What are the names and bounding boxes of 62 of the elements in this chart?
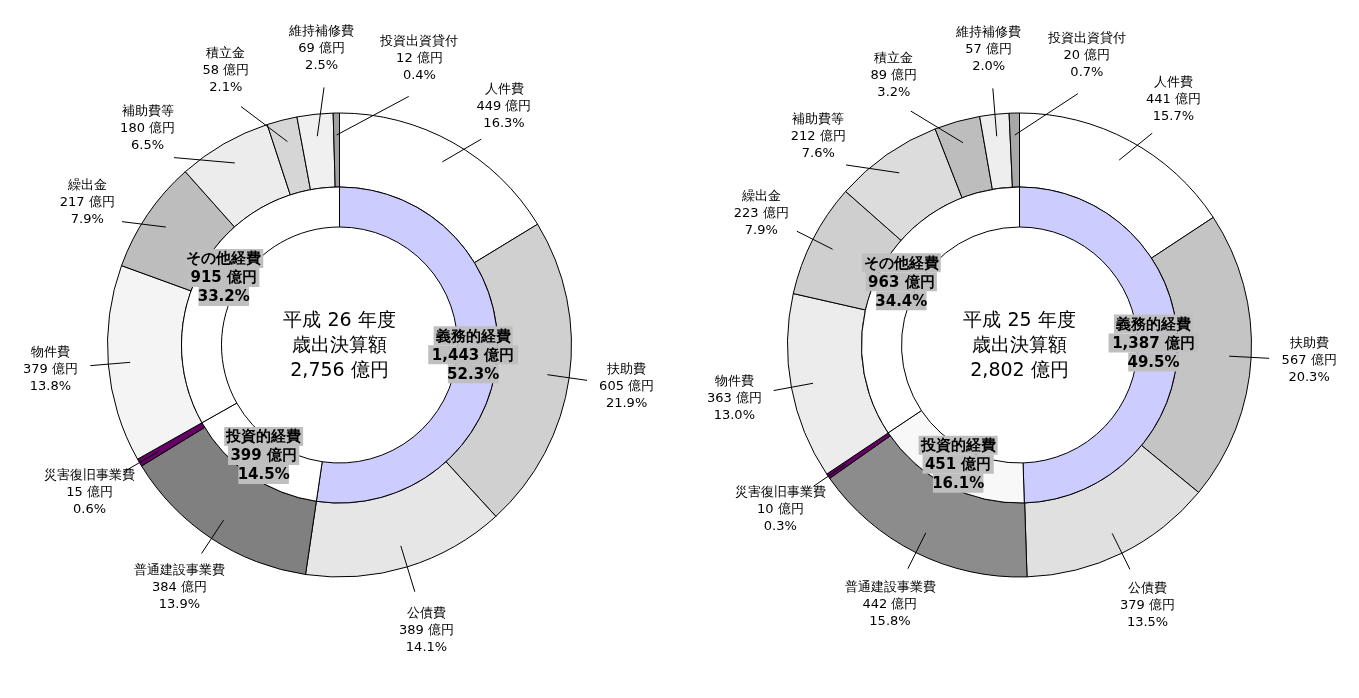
data-label: 389 億円 14.1% xyxy=(399,622,454,655)
data-label: 567 億円 20.3% xyxy=(1281,352,1337,385)
slice-label: 繰出金 xyxy=(740,188,781,204)
text: 歳出決算額 xyxy=(292,333,387,355)
text: 平成 25 年度 xyxy=(963,308,1076,330)
text: 2,802 億円 xyxy=(970,358,1069,380)
data-label: 605 億円 21.9% xyxy=(599,378,655,410)
slice-label: その他経費 xyxy=(863,253,939,272)
slice-label: 投資的経費 xyxy=(225,427,302,446)
slice-label: 繰出金 xyxy=(66,176,107,192)
slice-label: 災害復旧事業費 xyxy=(44,467,136,482)
slice-label: 人件費 xyxy=(484,81,524,97)
slice-label: その他経費 xyxy=(186,249,262,268)
data-label: 379 億円 13.5% xyxy=(1120,597,1176,630)
slice-label: 扶助費 xyxy=(1288,335,1329,351)
data-label: 57 億円 2.0% xyxy=(965,40,1013,73)
data-label: 20 億円 0.7% xyxy=(1063,46,1111,79)
data-label: 379 億円 13.8% xyxy=(23,360,78,393)
slice-label: 義務的経費 xyxy=(434,326,511,345)
data-label: 915 億円 33.2% xyxy=(190,268,258,306)
slice-label: 物件費 xyxy=(714,372,754,388)
slice-label: 維持補修費 xyxy=(955,23,1022,39)
data-label: 363 億円 13.0% xyxy=(706,389,762,422)
slice-label: 公債費 xyxy=(407,605,446,621)
data-label: 963 億円 34.4% xyxy=(868,272,935,310)
data-label: 442 億円 15.8% xyxy=(862,596,918,629)
data-label: 217 億円 7.9% xyxy=(59,193,115,226)
data-label: 89 億円 3.2% xyxy=(870,66,918,99)
slice-label: 補助費等 xyxy=(792,111,845,127)
text: 歳出決算額 xyxy=(972,333,1067,355)
data-label: 180 億円 6.5% xyxy=(120,119,176,152)
slice-label: 人件費 xyxy=(1153,74,1193,90)
data-label: 451 億円 16.1% xyxy=(924,455,992,493)
slice-label: 扶助費 xyxy=(606,361,647,376)
slice-label: 投資出資貸付 xyxy=(379,32,459,48)
text: 平成 26 年度 xyxy=(283,308,396,330)
slice-label: 補助費等 xyxy=(121,102,174,118)
slice-label: 積立金 xyxy=(206,44,246,60)
data-label: 1,443 億円 52.3% xyxy=(431,345,515,383)
data-label: 10 億円 0.3% xyxy=(757,501,804,534)
slice-label: 物件費 xyxy=(30,343,70,359)
data-label: 1,387 億円 49.5% xyxy=(1112,333,1195,371)
slice-label: 普通建設事業費 xyxy=(133,561,225,577)
data-label: 449 億円 16.3% xyxy=(476,98,532,131)
slice-label: 積立金 xyxy=(874,49,914,65)
data-label: 15 億円 0.6% xyxy=(66,484,113,516)
data-label: 399 億円 14.5% xyxy=(230,446,297,484)
slice-label: 災害復旧事業費 xyxy=(734,484,826,500)
slice-label: 投資的経費 xyxy=(919,436,996,455)
slice-label: 普通建設事業費 xyxy=(844,579,936,595)
data-label: 58 億円 2.1% xyxy=(202,61,250,94)
data-label: 223 億円 7.9% xyxy=(733,205,789,238)
text: 2,756 億円 xyxy=(290,358,389,380)
data-label: 12 億円 0.4% xyxy=(396,49,443,82)
data-label: 441 億円 15.7% xyxy=(1145,91,1201,124)
data-label: 212 億円 7.6% xyxy=(790,128,846,161)
slice-label: 維持補修費 xyxy=(288,22,355,38)
data-label: 384 億円 13.9% xyxy=(151,578,207,611)
data-label: 69 億円 2.5% xyxy=(298,39,345,72)
slice-label: 公債費 xyxy=(1128,580,1168,596)
slice-label: 義務的経費 xyxy=(1114,314,1191,333)
slice-label: 投資出資貸付 xyxy=(1046,29,1126,45)
